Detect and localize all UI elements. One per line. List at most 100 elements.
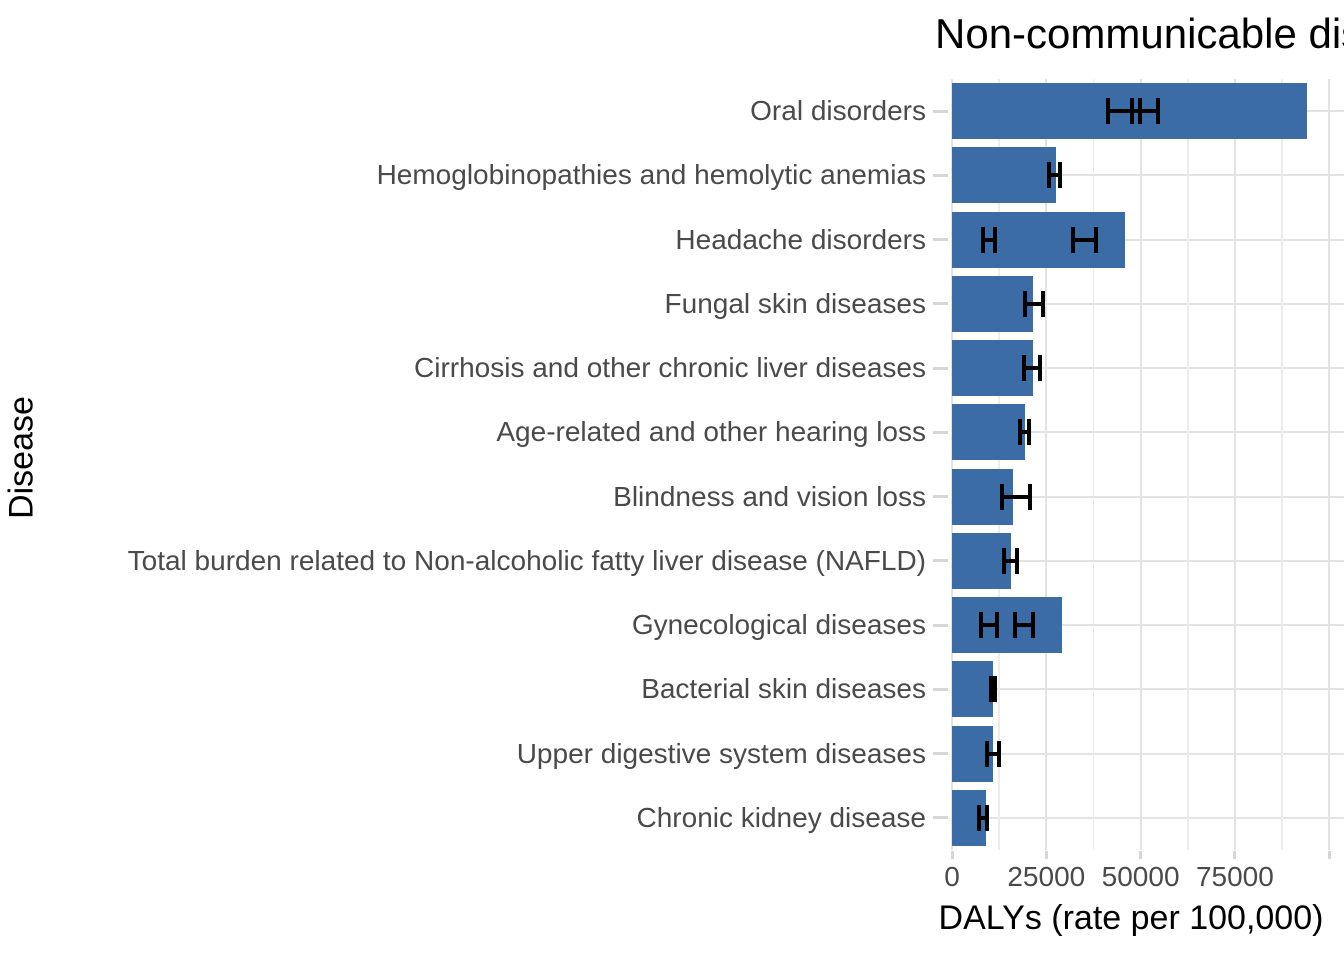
gridline-horizontal — [952, 238, 1344, 241]
gridline-horizontal — [952, 559, 1344, 562]
error-bar-cap — [1023, 290, 1028, 317]
y-category-label: Oral disorders — [750, 95, 926, 127]
y-axis-tick — [933, 687, 948, 691]
y-axis-tick — [933, 623, 948, 627]
gridline-horizontal — [952, 367, 1344, 370]
error-bar-cap — [989, 676, 994, 703]
x-tick-label: 0 — [944, 861, 960, 892]
y-axis-tick — [933, 238, 948, 242]
gridline-vertical-minor — [998, 79, 1000, 850]
error-bar-cap — [1041, 290, 1046, 317]
bar — [952, 532, 1012, 589]
bar — [952, 661, 994, 718]
error-bar-line — [1108, 109, 1140, 114]
bar — [952, 275, 1034, 332]
y-category-label: Age-related and other hearing loss — [496, 416, 926, 448]
x-tick-label: 25000 — [1007, 861, 1086, 892]
x-tick-label: 75000 — [1195, 861, 1274, 892]
y-category-label: Upper digestive system diseases — [516, 737, 926, 769]
gridline-horizontal — [952, 688, 1344, 691]
x-axis-tick — [1044, 851, 1048, 859]
error-bar-cap — [993, 676, 997, 703]
error-bar-cap — [1017, 419, 1022, 446]
error-bar-line — [1025, 301, 1044, 306]
error-bar-cap — [1094, 226, 1099, 253]
error-bar-cap — [1022, 355, 1027, 382]
y-category-label: Chronic kidney disease — [636, 801, 927, 833]
bar — [952, 147, 1057, 204]
error-bar-cap — [978, 612, 983, 639]
x-axis-tick — [1139, 851, 1143, 859]
error-bar-cap — [993, 226, 997, 253]
x-axis-title: DALYs (rate per 100,000) — [938, 899, 1324, 937]
y-category-label: Bacterial skin diseases — [641, 673, 926, 705]
error-bar-cap — [1012, 612, 1017, 639]
error-bar-cap — [1002, 547, 1007, 574]
error-bar-cap — [1028, 483, 1033, 510]
error-bar-line — [1049, 173, 1061, 178]
gridline-vertical-major — [1045, 79, 1048, 850]
y-axis-tick — [933, 816, 948, 820]
gridline-horizontal — [952, 174, 1344, 177]
error-bar-line — [983, 237, 995, 242]
bar — [952, 211, 1125, 268]
error-bar-line — [980, 623, 997, 628]
gridline-vertical-major — [1233, 79, 1236, 850]
error-bar-cap — [997, 740, 1002, 767]
y-category-label: Total burden related to Non-alcoholic fa… — [127, 544, 926, 576]
error-bar-cap — [984, 740, 989, 767]
bar — [952, 340, 1034, 397]
x-axis-tick — [950, 851, 954, 859]
gridline-horizontal — [952, 752, 1344, 755]
y-axis-tick — [933, 430, 948, 434]
gridline-horizontal — [952, 495, 1344, 498]
error-bar-cap — [1037, 355, 1042, 382]
y-category-label: Headache disorders — [675, 223, 926, 255]
error-bar-line — [1001, 494, 1031, 499]
gridline-horizontal — [952, 816, 1344, 819]
y-category-label: Cirrhosis and other chronic liver diseas… — [414, 352, 926, 384]
x-axis-tick — [1327, 851, 1331, 859]
gridline-vertical-minor — [1187, 79, 1189, 850]
x-axis-tick — [1233, 851, 1237, 859]
y-category-label: Hemoglobinopathies and hemolytic anemias — [376, 159, 926, 191]
error-bar-line — [1004, 558, 1018, 563]
bar — [952, 597, 1062, 654]
error-bar-cap — [1130, 98, 1135, 125]
error-bar-cap — [994, 612, 999, 639]
error-bar-line — [1019, 430, 1030, 435]
error-bar-cap — [999, 483, 1004, 510]
error-bar-line — [1024, 366, 1040, 371]
error-bar-cap — [1058, 162, 1063, 189]
error-bar-line — [986, 751, 1000, 756]
y-axis-tick — [933, 366, 948, 370]
gridline-vertical-major — [1139, 79, 1142, 850]
gridline-vertical-major — [1328, 79, 1331, 850]
error-bar-line — [1073, 237, 1097, 242]
error-bar-cap — [1106, 98, 1111, 125]
error-bar-line — [1014, 623, 1034, 628]
x-tick-label: 50000 — [1101, 861, 1180, 892]
y-category-label: Blindness and vision loss — [613, 480, 926, 512]
error-bar-line — [979, 815, 988, 820]
gridline-vertical-minor — [1092, 79, 1095, 850]
error-bar-cap — [1031, 612, 1036, 639]
chart-title: Non-communicable diseases — [935, 10, 1344, 57]
y-axis-tick — [933, 302, 948, 306]
error-bar-cap — [985, 804, 990, 831]
error-bar-cap — [981, 226, 986, 253]
error-bar-cap — [1015, 547, 1020, 574]
gridline-vertical-major — [951, 79, 953, 850]
y-axis-tick — [933, 173, 948, 177]
error-bar-cap — [1071, 226, 1076, 253]
bar — [952, 404, 1025, 461]
gridline-horizontal — [952, 431, 1344, 434]
y-category-label: Gynecological diseases — [631, 609, 926, 641]
gridline-horizontal — [952, 624, 1344, 627]
error-bar-cap — [1027, 419, 1032, 446]
error-bar-cap — [977, 804, 982, 831]
gridline-horizontal — [952, 302, 1344, 305]
gridline-vertical-minor — [1281, 79, 1283, 850]
y-axis-tick — [933, 752, 948, 756]
